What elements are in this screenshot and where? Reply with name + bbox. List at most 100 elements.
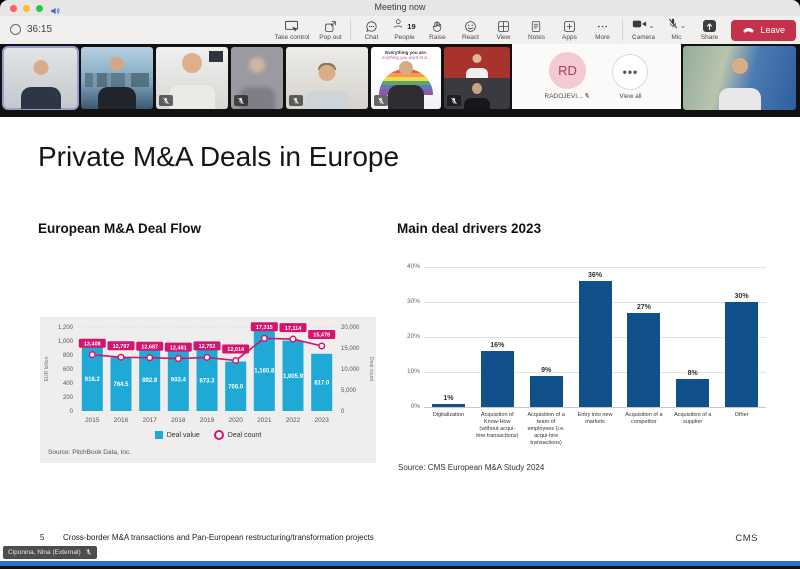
grid-view-icon — [497, 20, 510, 33]
notes-icon — [530, 20, 542, 33]
svg-text:800: 800 — [63, 353, 74, 359]
share-button[interactable]: Share — [693, 19, 725, 42]
deal-value-bar — [196, 349, 218, 411]
more-button[interactable]: More — [586, 19, 618, 42]
pop-out-button[interactable]: Pop out — [314, 19, 346, 42]
deal-count-label-chip — [136, 341, 164, 351]
apps-button[interactable]: Apps — [553, 19, 585, 42]
screen-share-border — [0, 561, 800, 566]
mic-muted-icon — [289, 95, 303, 106]
people-button[interactable]: 19 People — [388, 19, 420, 42]
svg-text:0: 0 — [341, 409, 345, 415]
footer-text: Cross-border M&A transactions and Pan-Eu… — [63, 533, 374, 542]
meeting-toolbar: 36:15 Take control Pop out Chat 19 Peopl… — [0, 16, 800, 45]
svg-text:10,000: 10,000 — [341, 367, 360, 373]
driver-bar-group: 8% — [668, 370, 717, 407]
page-number: 5 — [40, 533, 45, 542]
svg-text:400: 400 — [63, 381, 74, 387]
mic-muted-icon — [159, 95, 173, 106]
chevron-down-icon[interactable]: ⌄ — [648, 21, 655, 30]
driver-category-label: Acquisition of Know-How (without acqui-h… — [476, 412, 519, 439]
participant-avatar-item[interactable]: RD RADOJEVI... — [545, 52, 591, 101]
meeting-timer: 36:15 — [10, 24, 52, 35]
svg-text:2017: 2017 — [142, 417, 157, 424]
right-chart-title: Main deal drivers 2023 — [397, 221, 542, 236]
driver-bar — [578, 281, 612, 407]
driver-category-label: Other — [734, 412, 749, 418]
svg-text:0: 0 — [70, 409, 74, 415]
svg-text:17,315: 17,315 — [256, 325, 273, 331]
mic-button[interactable]: ⌄ Mic — [660, 18, 692, 42]
driver-bar — [627, 312, 661, 407]
driver-bar-group: 30% — [717, 293, 766, 407]
driver-category-label: Entry into new markets — [577, 412, 613, 425]
deal-count-legend-marker — [213, 430, 224, 440]
view-all-button[interactable]: ••• View all — [612, 53, 649, 100]
video-tile[interactable] — [231, 47, 283, 109]
left-chart-source: Source: PitchBook Data, Inc. — [48, 449, 132, 456]
deal-value-bar — [225, 361, 247, 411]
driver-bar — [725, 302, 759, 407]
video-tile[interactable] — [81, 47, 153, 109]
svg-text:12,014: 12,014 — [227, 347, 245, 353]
driver-bar-group: 36% — [571, 272, 620, 407]
video-tile-active-speaker[interactable] — [2, 46, 79, 110]
svg-text:817.0: 817.0 — [314, 380, 330, 386]
poster-text: Anything you want to b... — [381, 55, 431, 60]
gridline — [424, 407, 766, 408]
driver-category-label: Acquisition of a team of employees (i.e.… — [527, 412, 565, 446]
participant-name: RADOJEVI... — [544, 93, 583, 100]
deal-count-marker — [146, 354, 154, 362]
driver-value-label: 9% — [541, 366, 552, 374]
deal-flow-plot: 0 200 400 600 800 1,000 1,200 0 5,000 10,000 15,00… — [44, 322, 374, 424]
svg-text:2018: 2018 — [171, 417, 186, 424]
driver-category-label: Digitalization — [432, 412, 465, 418]
video-tile[interactable] — [156, 47, 228, 109]
driver-value-label: 30% — [734, 293, 749, 300]
y-axis-tick: 40% — [406, 263, 420, 270]
audio-output-icon — [50, 3, 60, 21]
video-tile[interactable]: Everything you are. Anything you want to … — [371, 47, 441, 109]
close-window-button[interactable] — [10, 5, 17, 12]
svg-text:706.0: 706.0 — [228, 384, 244, 390]
svg-text:764.5: 764.5 — [113, 382, 129, 388]
svg-text:2021: 2021 — [257, 417, 272, 424]
chevron-down-icon[interactable]: ⌄ — [679, 21, 687, 30]
hang-up-icon — [742, 21, 755, 39]
participant-video — [33, 60, 48, 75]
deal-count-label-chip — [279, 323, 307, 333]
svg-text:12,481: 12,481 — [170, 345, 187, 351]
svg-text:12,797: 12,797 — [113, 344, 130, 350]
slide-footer: 5 Cross-border M&A transactions and Pan-… — [0, 533, 800, 549]
take-control-icon — [284, 20, 299, 33]
video-tile-stacked[interactable] — [444, 47, 510, 109]
zoom-window-button[interactable] — [36, 5, 43, 12]
timer-value: 36:15 — [27, 24, 53, 35]
deal-count-marker — [318, 342, 326, 350]
minimize-window-button[interactable] — [23, 5, 30, 12]
camera-button[interactable]: ⌄ Camera — [627, 19, 659, 42]
share-screen-icon — [702, 20, 716, 32]
notes-button[interactable]: Notes — [520, 19, 552, 42]
take-control-button[interactable]: Take control — [270, 19, 313, 42]
raise-hand-button[interactable]: Raise — [421, 19, 453, 42]
driver-bar — [676, 379, 710, 407]
driver-bar-group: 16% — [473, 342, 522, 407]
chat-button[interactable]: Chat — [355, 19, 387, 42]
deal-value-bar — [81, 346, 103, 411]
driver-value-label: 27% — [636, 303, 651, 311]
view-button[interactable]: View — [487, 19, 519, 42]
deal-count-label-chip — [164, 342, 192, 352]
deal-count-label-chip — [193, 341, 221, 351]
video-tile[interactable] — [683, 46, 796, 110]
people-icon — [393, 17, 405, 35]
video-tile[interactable] — [286, 47, 368, 109]
svg-text:EUR billion: EUR billion — [44, 356, 50, 381]
leave-button[interactable]: Leave — [731, 19, 796, 41]
svg-text:13,408: 13,408 — [84, 341, 101, 347]
react-button[interactable]: React — [454, 19, 486, 42]
driver-bar — [431, 403, 465, 407]
titlebar: Meeting now — [0, 0, 800, 17]
left-chart-title: European M&A Deal Flow — [38, 221, 202, 236]
deal-count-marker — [174, 355, 182, 363]
